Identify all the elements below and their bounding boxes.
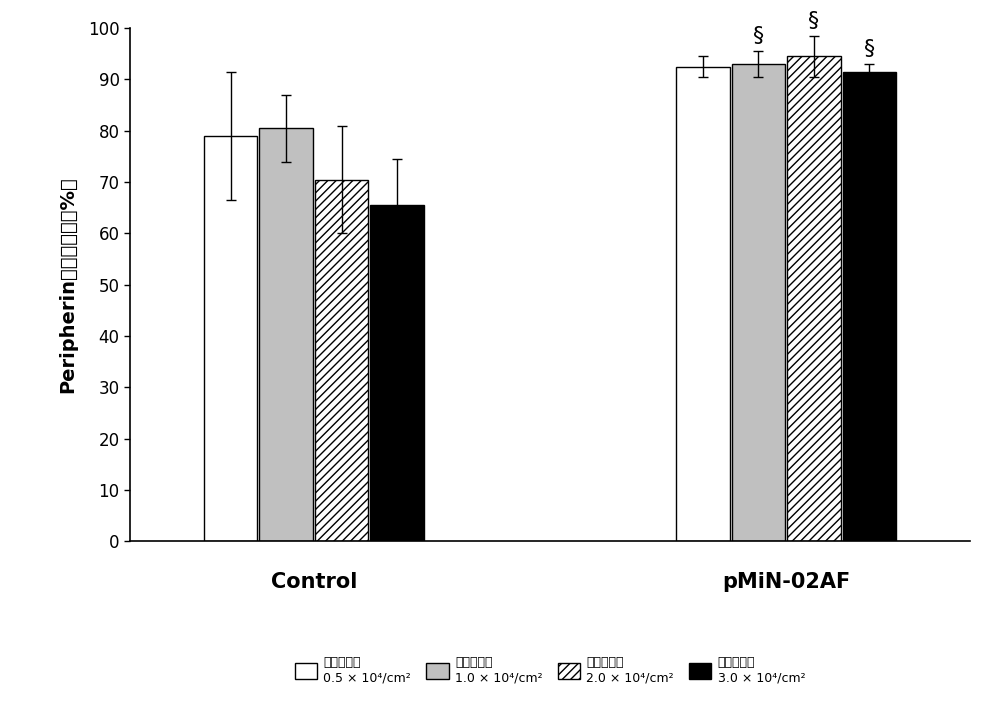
- Bar: [676, 67, 730, 541]
- Bar: [370, 205, 424, 541]
- Bar: [843, 72, 896, 541]
- Bar: [732, 64, 785, 541]
- Text: §: §: [864, 39, 875, 59]
- Legend: 接种密度：
0.5 × 10⁴/cm², 接种密度：
1.0 × 10⁴/cm², 接种密度：
2.0 × 10⁴/cm², 接种密度：
3.0 × 10⁴/c: 接种密度： 0.5 × 10⁴/cm², 接种密度： 1.0 × 10⁴/cm²…: [290, 651, 810, 689]
- Text: §: §: [808, 11, 819, 31]
- Bar: [204, 136, 257, 541]
- Y-axis label: Peripherin阳性百分比（%）: Peripherin阳性百分比（%）: [58, 176, 77, 393]
- Bar: [787, 56, 841, 541]
- Bar: [315, 179, 368, 541]
- Text: pMiN-02AF: pMiN-02AF: [722, 572, 850, 592]
- Text: §: §: [753, 26, 764, 46]
- Bar: [259, 128, 313, 541]
- Text: Control: Control: [271, 572, 357, 592]
